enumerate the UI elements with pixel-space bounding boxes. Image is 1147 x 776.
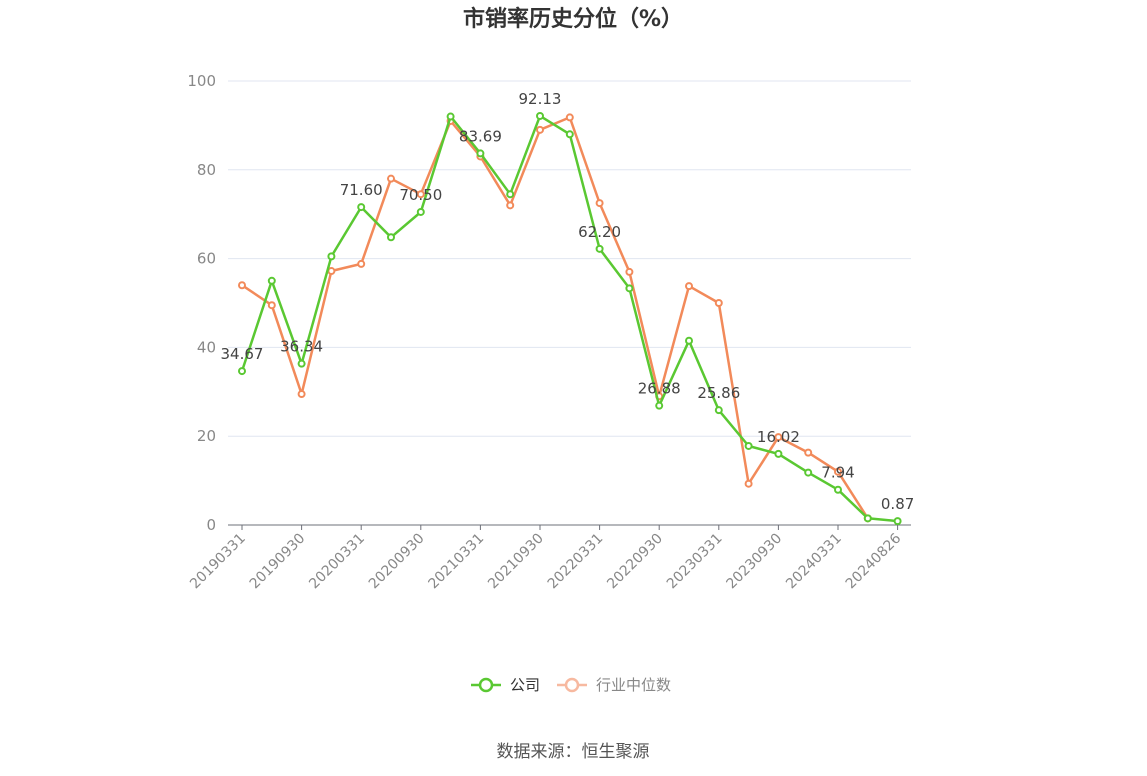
data-label: 25.86 xyxy=(697,384,740,402)
legend-label: 行业中位数 xyxy=(596,676,671,694)
data-point[interactable] xyxy=(804,468,813,477)
data-point[interactable] xyxy=(595,244,604,253)
x-tick-label: 20220331 xyxy=(545,531,607,593)
y-tick-label: 40 xyxy=(197,338,216,356)
data-point[interactable] xyxy=(685,336,693,345)
data-label: 83.69 xyxy=(459,127,502,145)
x-tick-label: 20210930 xyxy=(485,531,547,593)
x-tick-label: 20220930 xyxy=(604,531,666,593)
data-point[interactable] xyxy=(744,479,753,488)
data-point[interactable] xyxy=(774,449,783,458)
data-point[interactable] xyxy=(834,485,842,494)
x-tick-label: 20240331 xyxy=(783,531,845,593)
chart-title: 市销率历史分位（%） xyxy=(463,6,683,32)
data-point[interactable] xyxy=(714,406,723,415)
data-point[interactable] xyxy=(625,267,634,276)
x-axis: 2019033120190930202003312020093020210331… xyxy=(187,525,904,592)
data-point[interactable] xyxy=(357,203,366,212)
data-point[interactable] xyxy=(565,130,574,139)
data-point[interactable] xyxy=(506,190,515,199)
legend[interactable]: 公司 行业中位数 xyxy=(471,676,671,694)
data-point[interactable] xyxy=(506,201,515,210)
data-point[interactable] xyxy=(655,401,664,410)
data-point[interactable] xyxy=(595,199,604,208)
data-point[interactable] xyxy=(804,448,813,457)
data-point[interactable] xyxy=(416,190,425,199)
series-layer xyxy=(238,111,902,526)
data-label: 70.50 xyxy=(399,186,442,204)
data-point[interactable] xyxy=(267,276,276,285)
x-tick-label: 20210331 xyxy=(426,531,488,593)
data-point[interactable] xyxy=(387,233,395,242)
y-tick-label: 60 xyxy=(197,250,216,268)
data-label: 62.20 xyxy=(578,223,621,241)
data-label: 36.34 xyxy=(280,338,323,356)
data-label: 0.87 xyxy=(881,495,914,513)
y-axis: 0 20 40 60 80 100 xyxy=(187,72,216,534)
data-point[interactable] xyxy=(774,433,783,442)
x-tick-label: 20240826 xyxy=(843,530,905,592)
data-point[interactable] xyxy=(565,113,574,122)
data-point[interactable] xyxy=(446,112,455,121)
y-tick-label: 80 xyxy=(197,161,216,179)
data-point[interactable] xyxy=(744,441,753,450)
y-tick-label: 100 xyxy=(187,72,216,90)
data-point[interactable] xyxy=(863,514,872,523)
source-note: 数据来源：恒生聚源 xyxy=(497,742,650,762)
legend-marker xyxy=(478,677,494,693)
data-point[interactable] xyxy=(267,301,276,310)
data-point[interactable] xyxy=(625,284,634,293)
data-point[interactable] xyxy=(416,207,425,216)
y-tick-label: 20 xyxy=(197,427,216,445)
data-label: 71.60 xyxy=(340,181,383,199)
data-point[interactable] xyxy=(536,125,544,134)
series-line-company xyxy=(240,114,898,523)
legend-item-company[interactable]: 公司 xyxy=(471,676,540,694)
series-line-industry xyxy=(241,116,869,519)
data-point[interactable] xyxy=(685,282,693,291)
data-labels: 34.67 36.34 71.60 70.50 83.69 92.13 62.20 26.88… xyxy=(221,90,915,513)
x-tick-label: 20230930 xyxy=(724,531,786,593)
data-point[interactable] xyxy=(893,517,902,526)
data-label: 7.94 xyxy=(821,464,854,482)
data-point[interactable] xyxy=(238,281,246,290)
data-point[interactable] xyxy=(327,252,336,261)
x-tick-label: 20190331 xyxy=(187,531,249,593)
data-point[interactable] xyxy=(536,111,544,120)
data-point[interactable] xyxy=(834,467,842,476)
legend-item-industry[interactable]: 行业中位数 xyxy=(557,676,671,694)
data-label: 92.13 xyxy=(519,90,562,108)
legend-marker xyxy=(564,677,580,693)
y-tick-label: 0 xyxy=(206,516,216,534)
data-label: 26.88 xyxy=(638,380,681,398)
x-tick-label: 20230331 xyxy=(664,531,726,593)
data-label: 16.02 xyxy=(757,428,800,446)
x-tick-label: 20200930 xyxy=(366,531,428,593)
data-point[interactable] xyxy=(297,390,306,399)
data-point[interactable] xyxy=(297,359,306,368)
data-point[interactable] xyxy=(327,267,336,276)
data-label: 34.67 xyxy=(221,345,264,363)
data-point[interactable] xyxy=(357,259,366,268)
x-tick-label: 20190930 xyxy=(247,531,309,593)
data-point[interactable] xyxy=(238,367,246,376)
legend-label: 公司 xyxy=(510,676,540,694)
data-point[interactable] xyxy=(476,149,485,158)
data-point[interactable] xyxy=(714,299,723,307)
grid-lines xyxy=(228,80,911,526)
x-tick-label: 20200331 xyxy=(306,531,368,593)
data-point[interactable] xyxy=(387,174,395,183)
